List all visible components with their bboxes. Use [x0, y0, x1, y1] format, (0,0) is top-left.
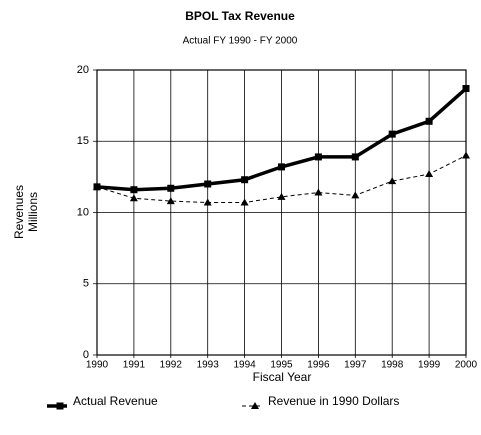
- x-tick-label: 1999: [418, 360, 441, 371]
- data-point: [278, 163, 285, 171]
- chart-title: BPOL Tax Revenue: [185, 9, 295, 23]
- x-tick-label: 1993: [197, 360, 220, 371]
- series-line: [96, 155, 467, 204]
- data-point: [204, 180, 212, 188]
- data-point: [203, 198, 212, 206]
- data-point: [56, 402, 64, 410]
- data-point: [462, 151, 470, 159]
- x-tick-label: 1990: [86, 360, 109, 371]
- legend-label: Revenue in 1990 Dollars: [268, 394, 399, 408]
- data-point: [277, 192, 286, 200]
- x-tick-label: 1997: [344, 360, 367, 371]
- y-tick-label: 20: [77, 64, 89, 76]
- data-point: [166, 197, 175, 205]
- chart-subtitle: Actual FY 1990 - FY 2000: [183, 36, 298, 47]
- x-tick-label: 1996: [307, 360, 330, 371]
- y-tick-label: 5: [83, 278, 89, 290]
- data-point: [351, 191, 360, 199]
- data-point: [388, 130, 396, 138]
- y-tick-label: 15: [77, 135, 89, 147]
- x-tick-label: 1991: [123, 360, 146, 371]
- data-point: [314, 188, 323, 196]
- data-point: [425, 117, 433, 125]
- data-point: [167, 184, 175, 192]
- data-point: [425, 170, 434, 178]
- x-tick-label: 1994: [233, 360, 256, 371]
- legend-label: Actual Revenue: [73, 394, 158, 408]
- y-tick-label: 10: [77, 206, 89, 218]
- x-tick-label: 1995: [270, 360, 293, 371]
- data-point: [388, 177, 397, 185]
- x-axis-label: Fiscal Year: [253, 370, 312, 384]
- data-point: [240, 198, 249, 206]
- y-axis-label: Revenues: [12, 185, 26, 239]
- x-tick-label: 2000: [455, 360, 478, 371]
- data-point: [93, 182, 101, 190]
- data-point: [462, 85, 470, 93]
- data-point: [251, 402, 259, 409]
- data-point: [130, 186, 138, 194]
- x-tick-label: 1992: [160, 360, 183, 371]
- data-point: [241, 176, 249, 184]
- x-tick-label: 1998: [381, 360, 404, 371]
- y-tick-label: 0: [83, 349, 89, 361]
- data-point: [314, 153, 322, 161]
- y-axis-label: Millions: [26, 192, 40, 232]
- data-point: [129, 194, 138, 202]
- data-point: [351, 153, 359, 161]
